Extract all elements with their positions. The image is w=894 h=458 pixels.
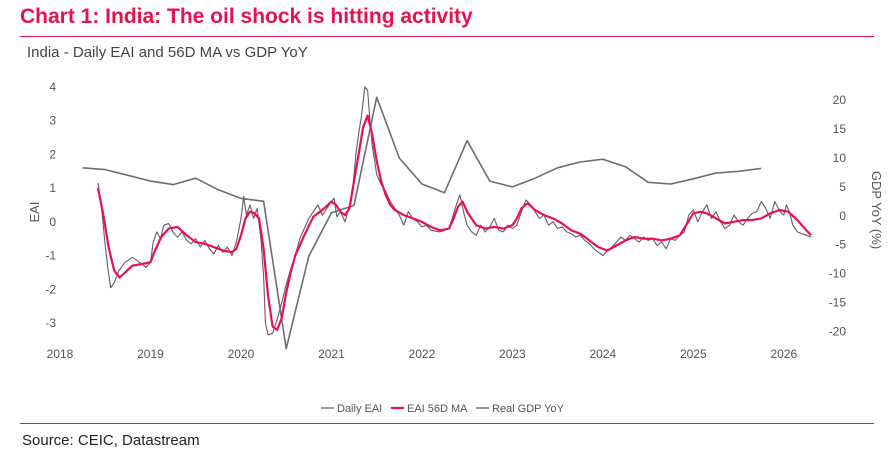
- y2-tick-label: -10: [829, 267, 847, 281]
- y-tick-label: 1: [49, 181, 56, 195]
- y-tick-label: -1: [45, 249, 56, 263]
- series-line-eai-ma: [96, 114, 812, 331]
- y-tick-label: 4: [49, 80, 56, 94]
- x-tick-label: 2025: [680, 347, 707, 361]
- y2-axis-label: GDP YoY (%): [869, 171, 884, 249]
- y-tick-label: 0: [49, 215, 56, 229]
- legend: Daily EAI EAI 56D MA Real GDP YoY: [321, 403, 565, 415]
- source-note: Source: CEIC, Datastream: [22, 432, 200, 449]
- legend-label-ma: EAI 56D MA: [407, 403, 468, 415]
- y2-tick-label: 20: [833, 93, 847, 107]
- x-tick-label: 2021: [318, 347, 345, 361]
- x-tick-label: 2023: [499, 347, 526, 361]
- legend-label-gdp: Real GDP YoY: [492, 403, 565, 415]
- y2-tick-label: -15: [829, 295, 847, 309]
- y2-tick-label: 15: [833, 122, 847, 136]
- x-tick-label: 2019: [137, 347, 164, 361]
- y-tick-label: 2: [49, 147, 56, 161]
- y-axis-label: EAI: [27, 202, 42, 223]
- series-line-daily-eai: [97, 86, 812, 336]
- chart-title: Chart 1: India: The oil shock is hitting…: [20, 5, 473, 28]
- y2-tick-label: 5: [839, 180, 846, 194]
- x-tick-label: 2018: [47, 347, 74, 361]
- x-tick-label: 2020: [228, 347, 255, 361]
- chart-subtitle: India - Daily EAI and 56D MA vs GDP YoY: [27, 44, 308, 61]
- title-divider: [20, 36, 874, 37]
- y2-tick-label: 0: [839, 209, 846, 223]
- x-tick-label: 2022: [409, 347, 436, 361]
- y2-tick-label: -20: [829, 324, 847, 338]
- legend-label-daily: Daily EAI: [337, 403, 382, 415]
- series-line-real-gdp: [82, 96, 762, 350]
- y2-tick-label: 10: [833, 151, 847, 165]
- x-tick-label: 2026: [770, 347, 797, 361]
- y-tick-label: 3: [49, 114, 56, 128]
- y-tick-label: -3: [45, 316, 56, 330]
- x-tick-label: 2024: [590, 347, 617, 361]
- y2-tick-label: -5: [835, 238, 846, 252]
- y-tick-label: -2: [45, 282, 56, 296]
- source-divider: [20, 423, 874, 424]
